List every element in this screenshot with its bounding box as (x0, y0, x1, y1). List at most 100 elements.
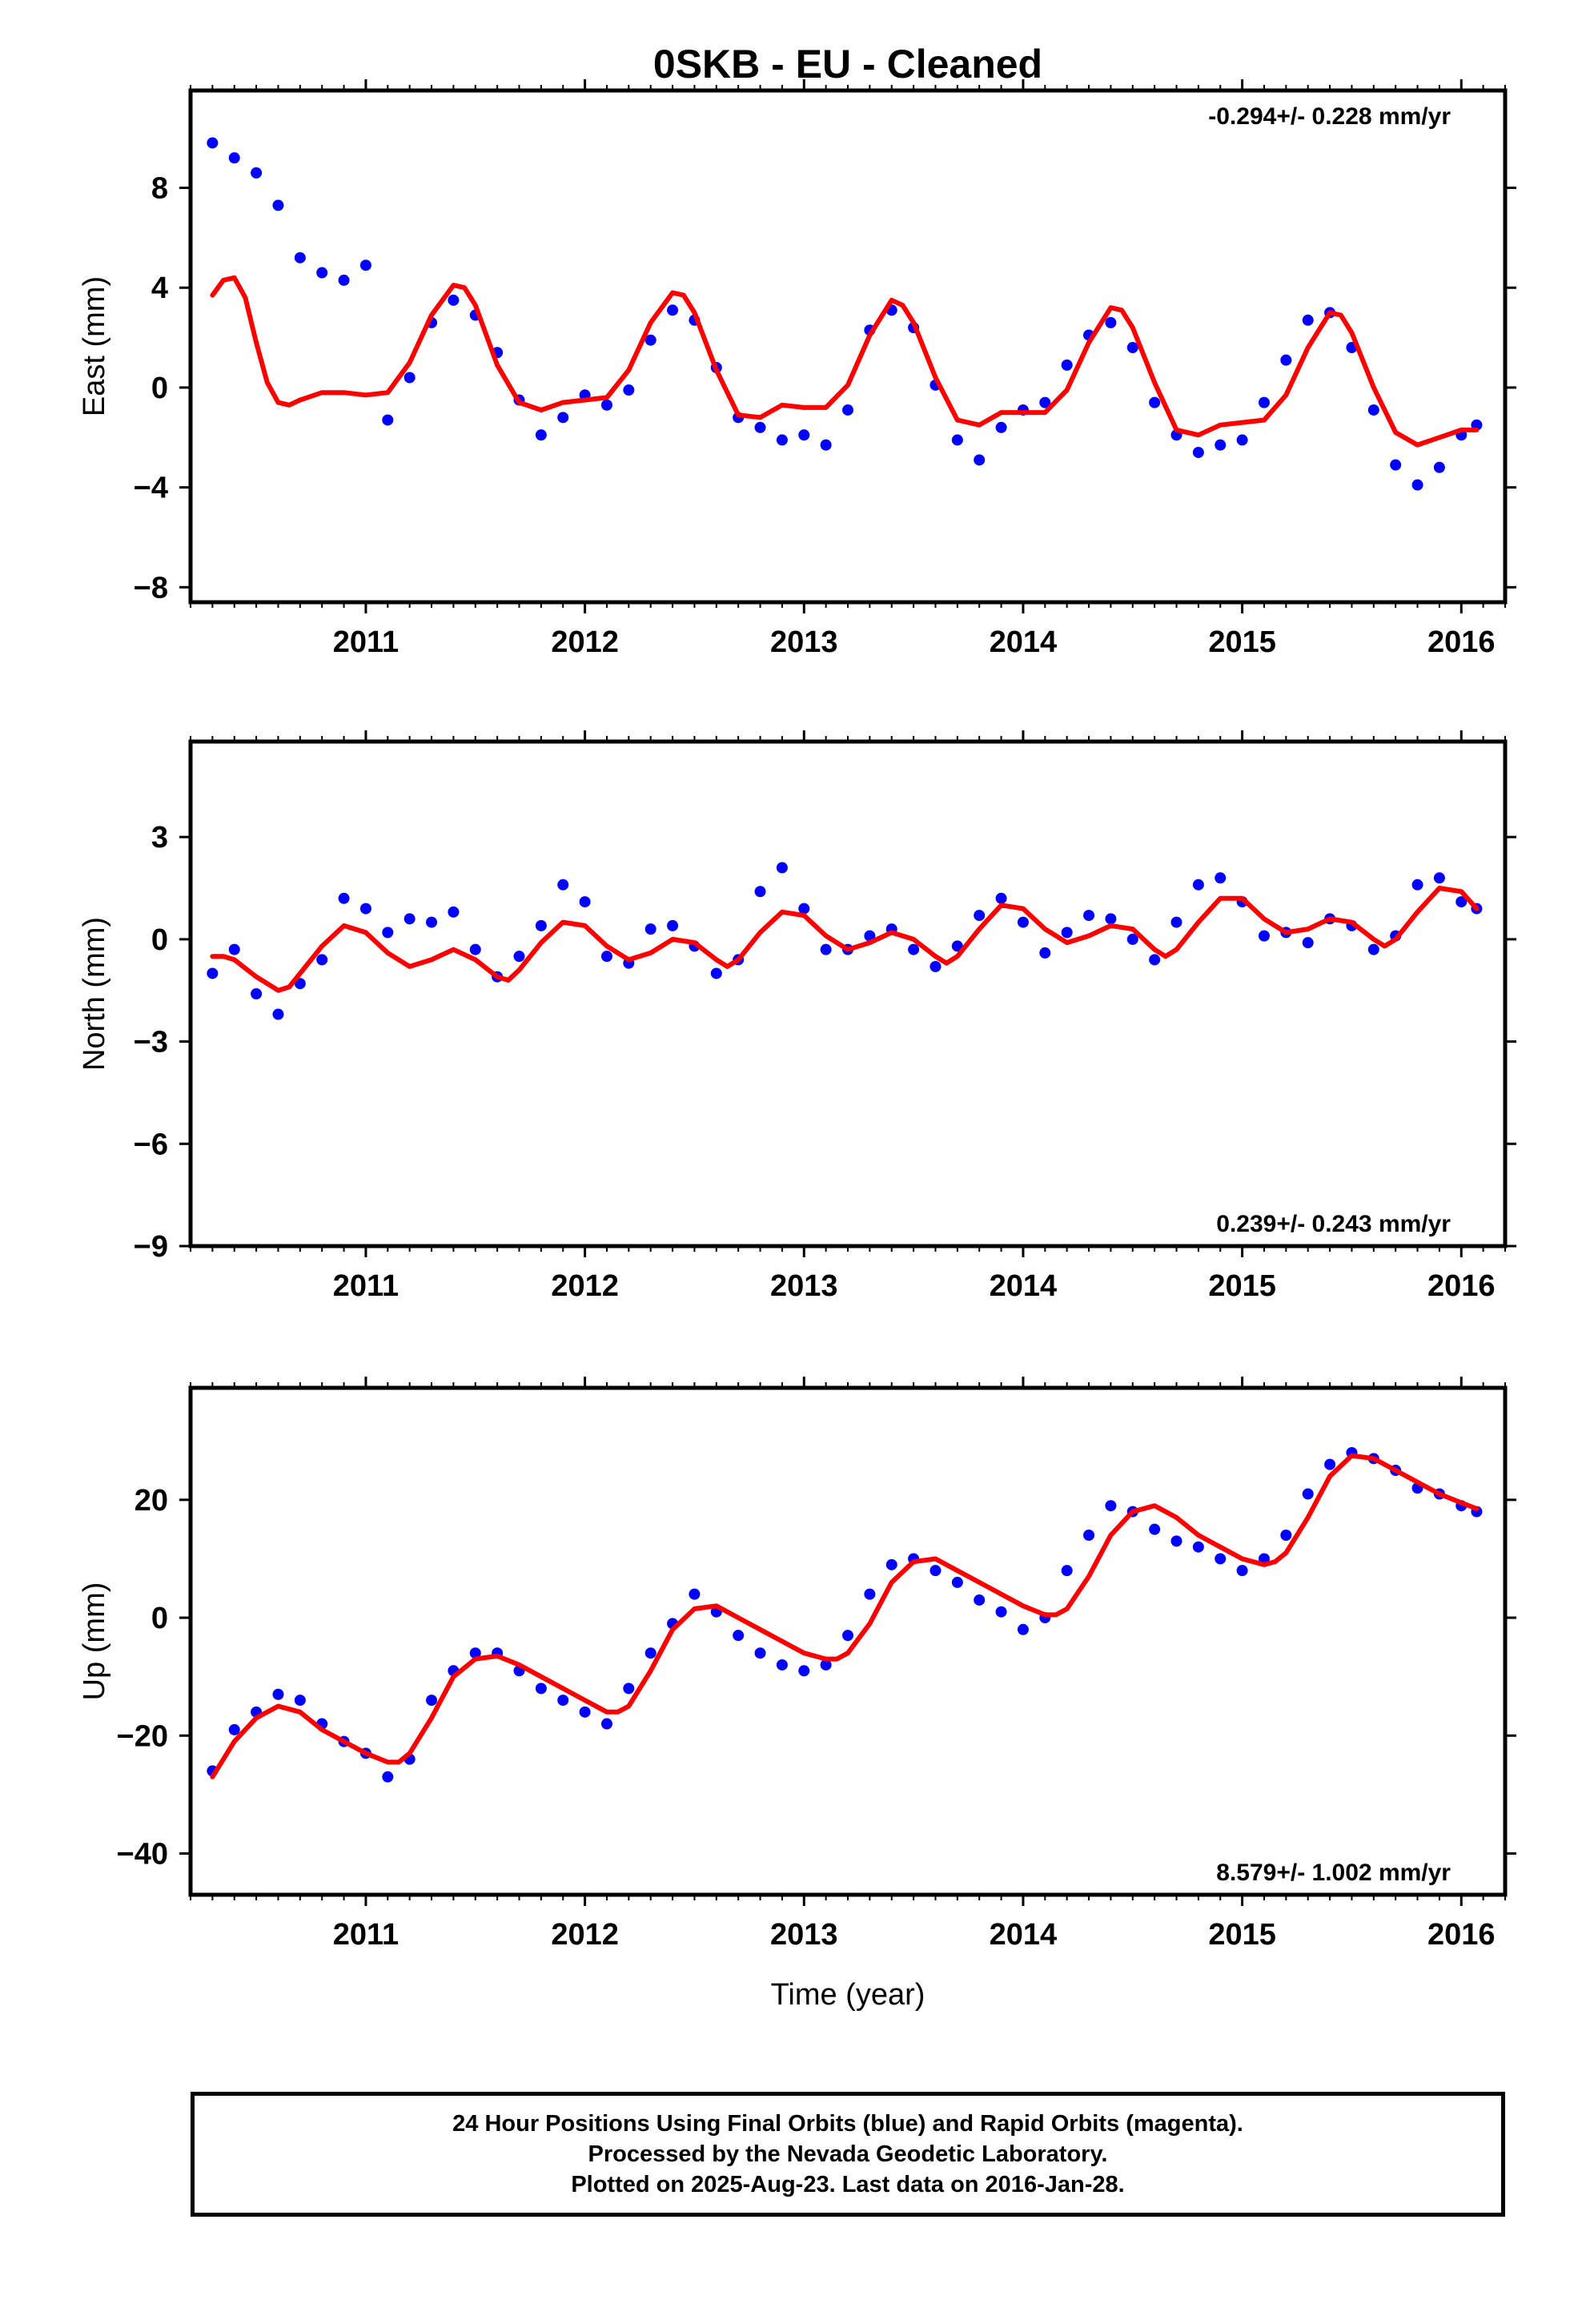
data-point (600, 951, 612, 963)
data-point (1192, 1541, 1204, 1553)
data-point (382, 1771, 394, 1783)
data-point (359, 903, 371, 915)
data-point (689, 1588, 701, 1600)
data-point (338, 892, 350, 904)
data-point (1280, 354, 1292, 366)
data-point (667, 304, 679, 316)
data-point (1324, 1458, 1336, 1470)
x-tick-label: 2016 (1427, 1269, 1496, 1303)
data-point (667, 919, 679, 931)
data-point (820, 1659, 832, 1671)
data-point (1192, 446, 1204, 458)
data-point (600, 399, 612, 411)
x-tick-label: 2011 (333, 1918, 399, 1952)
model-curve (210, 275, 1480, 448)
data-point (228, 943, 240, 955)
x-tick-label: 2012 (551, 1269, 619, 1303)
chart-title: 0SKB - EU - Cleaned (653, 42, 1042, 86)
data-point (1126, 342, 1138, 354)
data-point (644, 334, 656, 346)
model-curve (210, 1453, 1480, 1779)
data-point (951, 940, 963, 952)
y-tick-label: −8 (134, 571, 168, 605)
x-axis-label: Time (year) (771, 1978, 926, 2012)
data-point (294, 978, 306, 990)
data-point (1390, 459, 1402, 471)
x-tick-label: 2014 (990, 1269, 1058, 1303)
data-point (207, 137, 219, 149)
data-point (1280, 1530, 1292, 1542)
data-point (1149, 1523, 1161, 1535)
data-point (382, 927, 394, 939)
data-point (338, 274, 350, 286)
data-point (1367, 943, 1379, 955)
x-tick-label: 2013 (770, 1269, 838, 1303)
data-point (951, 1576, 963, 1588)
panel-frame (188, 739, 1508, 1248)
rate-annotation: 8.579+/- 1.002 mm/yr (1216, 1860, 1451, 1886)
data-point (272, 199, 284, 211)
data-point (1061, 1565, 1073, 1577)
data-point (820, 943, 832, 955)
data-point (908, 943, 920, 955)
data-point (1061, 927, 1073, 939)
panel-east: 2011 2012 2013 2014 2015 2016 −8 −4 0 4 8 East (mm)… (78, 79, 1516, 659)
x-tick-label: 2013 (770, 1918, 838, 1952)
data-point (798, 1665, 810, 1677)
x-tick-label: 2016 (1427, 625, 1496, 659)
y-tick-label: −40 (117, 1837, 168, 1871)
data-point (557, 412, 569, 424)
data-point (469, 1647, 481, 1659)
footer-line-3: Plotted on 2025-Aug-23. Last data on 201… (571, 2172, 1125, 2197)
data-point (1215, 872, 1227, 884)
scatter-points (207, 862, 1483, 1020)
data-point (251, 988, 263, 999)
data-point (1258, 396, 1270, 408)
footer-box: 24 Hour Positions Using Final Orbits (bl… (191, 2092, 1505, 2217)
data-point (1149, 954, 1161, 966)
x-tick-label: 2012 (551, 1918, 619, 1952)
x-tick-label: 2015 (1208, 625, 1276, 659)
x-tick-label: 2011 (333, 1269, 399, 1303)
data-point (754, 886, 766, 898)
data-point (272, 1688, 284, 1700)
data-point (1017, 1623, 1029, 1635)
data-point (1215, 439, 1227, 451)
x-tick-label: 2014 (990, 1918, 1058, 1952)
data-point (228, 1723, 240, 1735)
data-point (754, 1647, 766, 1659)
data-point (644, 1647, 656, 1659)
x-tick-label: 2014 (990, 625, 1058, 659)
data-point (1236, 1565, 1248, 1577)
data-point (251, 167, 263, 179)
data-point (426, 916, 438, 928)
data-point (623, 384, 635, 396)
data-point (404, 372, 416, 384)
data-point (798, 903, 810, 915)
data-point (974, 910, 986, 922)
data-point (228, 152, 240, 164)
data-point (798, 429, 810, 441)
data-point (1039, 396, 1051, 408)
data-point (535, 1683, 547, 1695)
data-point (359, 259, 371, 271)
data-point (710, 967, 722, 979)
data-point (382, 414, 394, 426)
y-axis-label: North (mm) (78, 917, 111, 1071)
data-point (864, 1588, 876, 1600)
data-point (1083, 910, 1095, 922)
data-point (842, 1630, 853, 1642)
y-tick-label: 3 (151, 821, 168, 854)
data-point (426, 1695, 438, 1707)
data-point (448, 906, 460, 918)
data-point (820, 439, 832, 451)
data-point (207, 967, 219, 979)
data-point (1215, 1553, 1227, 1565)
x-tick-label: 2016 (1427, 1918, 1496, 1952)
data-point (272, 1008, 284, 1020)
y-axis-label: Up (mm) (78, 1582, 111, 1701)
data-point (1302, 314, 1314, 326)
data-point (754, 421, 766, 433)
panel-north: 2011 2012 2013 2014 2015 2016 −9 −6 −3 0 3 North (m… (78, 730, 1516, 1303)
footer-line-1: 24 Hour Positions Using Final Orbits (bl… (452, 2111, 1243, 2137)
